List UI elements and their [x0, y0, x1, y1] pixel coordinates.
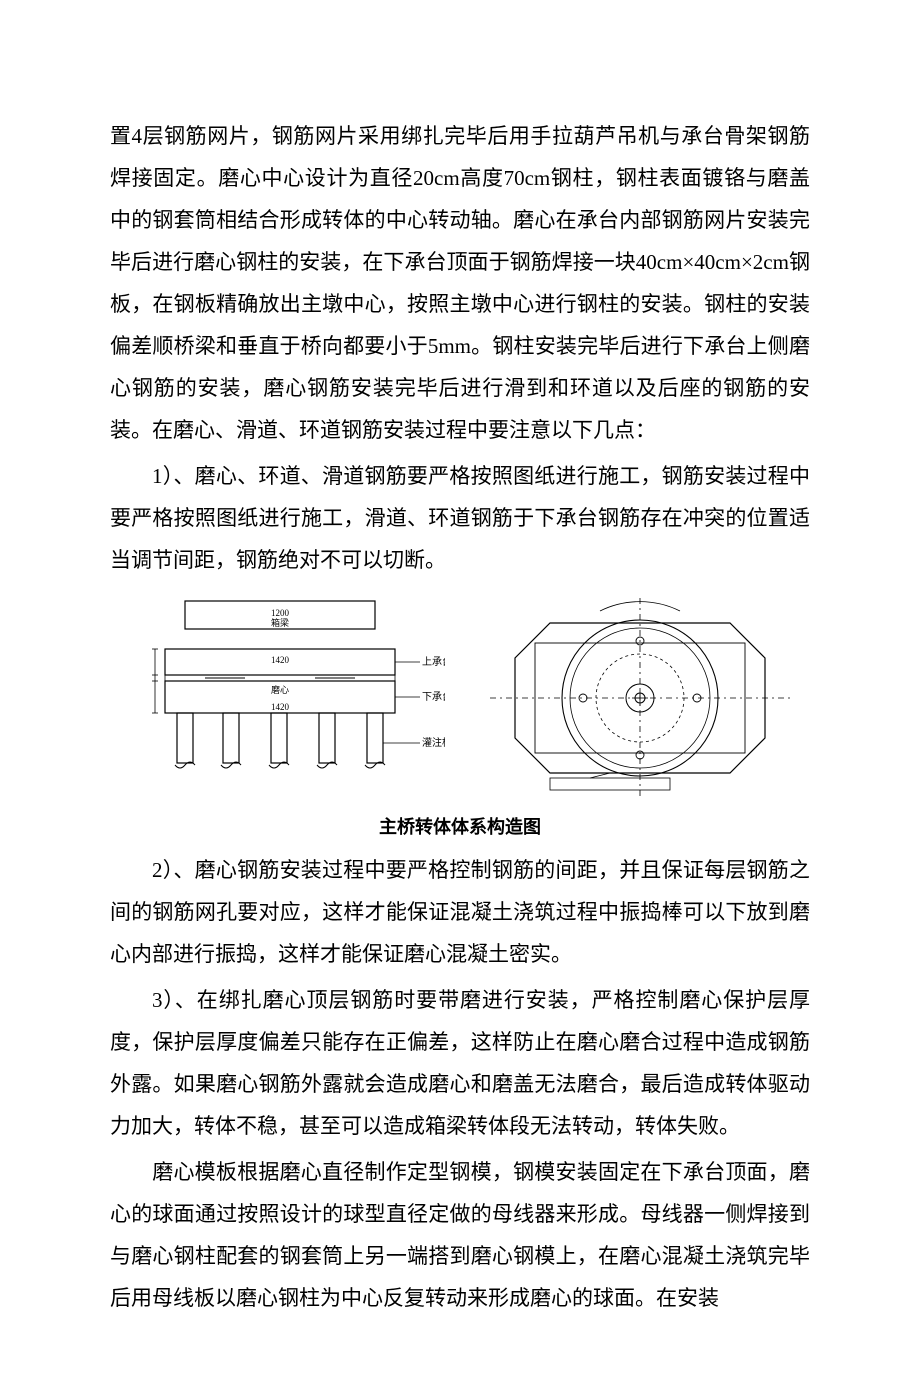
label-core: 磨心: [271, 685, 289, 695]
figure-row: 1200 箱梁 1420 磨心 1420: [110, 593, 810, 803]
label-beam: 箱梁: [271, 617, 289, 628]
dim-mid-text: 1420: [271, 655, 290, 665]
paragraph-5: 磨心模板根据磨心直径制作定型钢模，钢模安装固定在下承台顶面，磨心的球面通过按照设…: [110, 1151, 810, 1319]
elevation-svg: 1200 箱梁 1420 磨心 1420: [115, 593, 445, 803]
paragraph-3-text: 2）、磨心钢筋安装过程中要严格控制钢筋的间距，并且保证每层钢筋之间的钢筋网孔要对…: [110, 858, 810, 966]
paragraph-1: 置4层钢筋网片，钢筋网片采用绑扎完毕后用手拉葫芦吊机与承台骨架钢筋焊接固定。磨心…: [110, 115, 810, 451]
figure-plan: [470, 593, 810, 803]
figure-caption: 主桥转体体系构造图: [110, 813, 810, 839]
figure-elevation: 1200 箱梁 1420 磨心 1420: [110, 593, 450, 803]
label-pile: 灌注桩: [422, 736, 445, 749]
plan-svg: [480, 593, 800, 803]
paragraph-3: 2）、磨心钢筋安装过程中要严格控制钢筋的间距，并且保证每层钢筋之间的钢筋网孔要对…: [110, 849, 810, 975]
paragraph-4: 3）、在绑扎磨心顶层钢筋时要带磨进行安装，严格控制磨心保护层厚度，保护层厚度偏差…: [110, 979, 810, 1147]
dim-top-text: 1200: [271, 608, 290, 618]
label-upper: 上承台: [422, 655, 445, 668]
paragraph-5-text: 磨心模板根据磨心直径制作定型钢模，钢模安装固定在下承台顶面，磨心的球面通过按照设…: [110, 1160, 810, 1310]
paragraph-4-text: 3）、在绑扎磨心顶层钢筋时要带磨进行安装，严格控制磨心保护层厚度，保护层厚度偏差…: [110, 988, 810, 1138]
dim-bot-text: 1420: [271, 702, 290, 712]
document-page: 置4层钢筋网片，钢筋网片采用绑扎完毕后用手拉葫芦吊机与承台骨架钢筋焊接固定。磨心…: [0, 0, 920, 1383]
paragraph-2-text: 1）、磨心、环道、滑道钢筋要严格按照图纸进行施工，钢筋安装过程中要严格按照图纸进…: [110, 464, 810, 572]
paragraph-2: 1）、磨心、环道、滑道钢筋要严格按照图纸进行施工，钢筋安装过程中要严格按照图纸进…: [110, 455, 810, 581]
label-lower: 下承台: [422, 690, 445, 703]
